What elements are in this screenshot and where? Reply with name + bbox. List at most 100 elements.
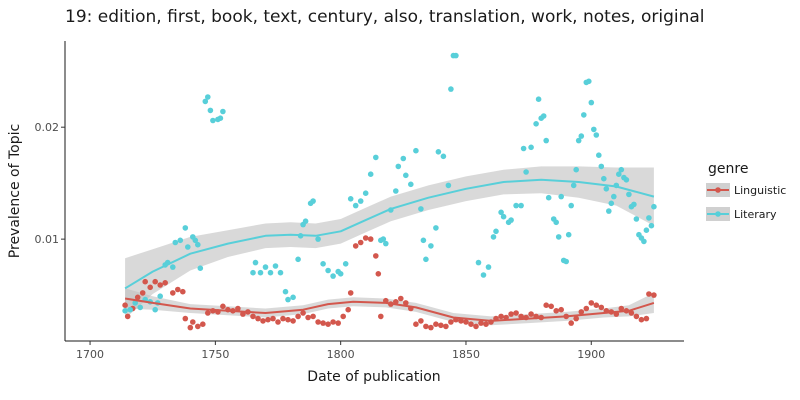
literary-point xyxy=(257,269,264,276)
literary-point xyxy=(347,196,354,202)
trend-lines xyxy=(124,178,655,322)
linguistic-point xyxy=(260,318,266,324)
linguistic-point xyxy=(195,323,201,330)
linguistic-point xyxy=(483,321,489,328)
linguistic-point xyxy=(433,321,439,328)
literary-point xyxy=(563,258,569,265)
literary-point xyxy=(357,198,364,204)
literary-point xyxy=(648,222,655,229)
linguistic-point xyxy=(142,278,148,285)
literary-point xyxy=(581,112,587,118)
literary-point xyxy=(272,263,279,269)
literary-point xyxy=(220,108,226,115)
linguistic-point xyxy=(345,306,352,313)
literary-point xyxy=(545,194,552,201)
literary-point xyxy=(367,171,374,177)
linguistic-point xyxy=(638,316,645,323)
literary-point xyxy=(262,264,269,270)
linguistic-point xyxy=(438,322,444,329)
literary-point xyxy=(490,234,497,240)
linguistic-point xyxy=(543,302,549,309)
linguistic-point xyxy=(162,280,168,286)
literary-point xyxy=(575,137,582,144)
literary-point xyxy=(320,261,326,267)
linguistic-point xyxy=(448,319,454,325)
linguistic-point xyxy=(428,324,434,331)
literary-point xyxy=(217,115,224,121)
linguistic-point xyxy=(367,236,374,242)
literary-point xyxy=(122,308,128,314)
literary-point xyxy=(573,166,579,173)
plot-area xyxy=(122,52,657,331)
literary-point xyxy=(568,202,574,209)
literary-point xyxy=(250,269,256,276)
literary-point xyxy=(400,155,407,162)
linguistic-point xyxy=(180,288,186,295)
linguistic-point xyxy=(147,284,153,291)
literary-point xyxy=(475,259,482,266)
y-axis-title: Prevalence of Topic xyxy=(7,124,23,258)
linguistic-point xyxy=(320,320,326,326)
literary-trend-line xyxy=(124,178,655,290)
literary-point xyxy=(440,153,447,160)
y-tick-label: 0.02 xyxy=(35,121,60,134)
literary-point xyxy=(535,96,542,102)
linguistic-point xyxy=(357,239,364,246)
literary-point xyxy=(606,208,612,214)
linguistic-point xyxy=(235,305,241,312)
linguistic-point xyxy=(325,321,331,328)
legend-title: genre xyxy=(708,161,748,177)
linguistic-point xyxy=(413,321,419,328)
literary-point xyxy=(523,169,529,175)
linguistic-point xyxy=(578,309,585,315)
literary-point xyxy=(498,209,504,216)
linguistic-point xyxy=(598,304,605,311)
literary-point xyxy=(641,238,647,245)
linguistic-point xyxy=(443,323,449,330)
literary-point xyxy=(352,202,359,209)
linguistic-point xyxy=(628,310,635,316)
literary-point xyxy=(500,213,507,220)
linguistic-point xyxy=(275,319,281,325)
literary-point xyxy=(295,256,301,263)
literary-point xyxy=(210,117,216,124)
linguistic-point xyxy=(375,271,382,277)
literary-point xyxy=(418,206,424,212)
linguistic-point xyxy=(285,316,291,323)
literary-point xyxy=(157,293,163,300)
linguistic-point xyxy=(478,320,484,326)
linguistic-point xyxy=(352,243,359,249)
linguistic-point xyxy=(335,320,342,326)
linguistic-point xyxy=(548,303,554,310)
literary-point xyxy=(197,265,204,272)
linguistic-point xyxy=(340,313,347,320)
linguistic-point xyxy=(518,313,524,320)
literary-point xyxy=(177,237,184,244)
literary-point xyxy=(608,200,615,207)
linguistic-point xyxy=(270,315,276,322)
linguistic-point xyxy=(290,318,296,324)
literary-point xyxy=(207,107,214,114)
literary-point xyxy=(373,154,379,161)
literary-point xyxy=(195,241,201,248)
linguistic-point xyxy=(553,308,559,314)
literary-point xyxy=(588,99,595,106)
literary-point xyxy=(395,163,402,170)
literary-point xyxy=(626,191,632,198)
y-tick-label: 0.01 xyxy=(35,233,60,246)
literary-point xyxy=(413,147,419,154)
literary-point xyxy=(601,175,607,182)
literary-point xyxy=(631,201,637,208)
literary-point xyxy=(408,181,414,188)
linguistic-point xyxy=(250,313,256,320)
literary-point xyxy=(337,271,344,277)
literary-point xyxy=(593,132,600,138)
linguistic-point xyxy=(280,315,286,322)
linguistic-point xyxy=(187,324,194,331)
linguistic-point xyxy=(423,323,429,330)
linguistic-point xyxy=(418,318,424,324)
literary-point xyxy=(520,145,527,152)
literary-point xyxy=(315,236,321,242)
linguistic-point xyxy=(513,310,519,316)
linguistic-point xyxy=(473,323,479,330)
